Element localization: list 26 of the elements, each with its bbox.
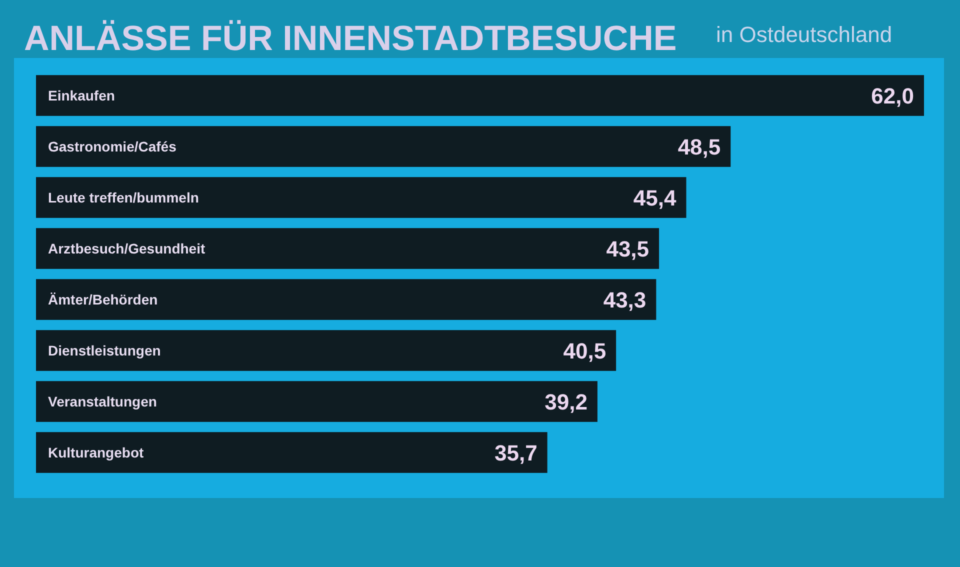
y-tick-label: Ämter/Behörden <box>48 292 158 308</box>
data-label: 45,4 <box>633 186 677 210</box>
bar <box>36 228 660 269</box>
y-tick-label: Dienstleistungen <box>48 342 161 358</box>
bar <box>36 330 616 371</box>
y-tick-label: Veranstaltungen <box>48 394 157 410</box>
data-label: 43,3 <box>603 288 646 312</box>
data-label: 39,2 <box>544 390 588 414</box>
bar <box>36 126 731 167</box>
chart-title: ANLÄSSE FÜR INNENSTADTBESUCHE <box>24 19 677 58</box>
bar <box>36 381 598 422</box>
data-label: 43,5 <box>606 236 650 262</box>
data-label: 48,5 <box>678 134 721 160</box>
bar <box>36 75 924 116</box>
y-tick-label: Leute treffen/bummeln <box>48 190 199 206</box>
y-tick-label: Kulturangebot <box>48 444 144 460</box>
y-tick-label: Einkaufen <box>48 88 115 104</box>
data-label: 40,5 <box>563 338 606 364</box>
data-label: 35,7 <box>494 440 538 466</box>
chart-subtitle: in Ostdeutschland <box>716 22 892 47</box>
y-tick-label: Gastronomie/Cafés <box>48 138 177 154</box>
bar <box>36 432 548 473</box>
data-label: 62,0 <box>871 84 914 108</box>
y-tick-label: Arztbesuch/Gesundheit <box>48 240 206 256</box>
bar <box>36 279 656 320</box>
bar <box>36 177 686 218</box>
